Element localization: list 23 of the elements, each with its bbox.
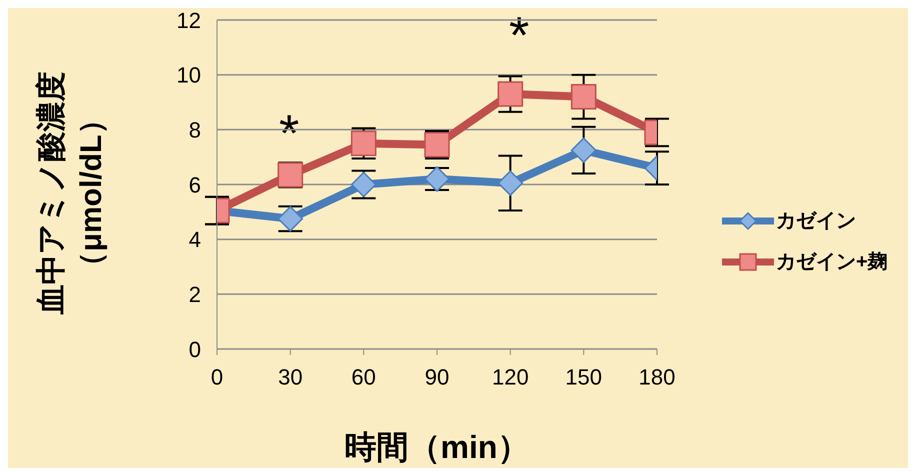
x-tick-label: 0 <box>210 364 224 390</box>
point <box>498 81 524 107</box>
y-tick-label: 8 <box>188 117 201 142</box>
x-tick-label: 180 <box>638 364 676 390</box>
x-tick-label: 150 <box>565 364 602 390</box>
y-tick-label: 12 <box>176 8 201 33</box>
y-axis-title: 血中アミノ酸濃度（μmol/dL） <box>34 70 109 316</box>
annotation: * <box>509 7 530 65</box>
legend-label: カゼイン+麹 <box>776 250 888 275</box>
x-tick-label: 60 <box>351 364 376 390</box>
y-tick-label: 2 <box>188 282 201 307</box>
x-tick-label: 120 <box>492 364 529 390</box>
point <box>570 137 596 163</box>
y-tick-label: 0 <box>188 336 201 362</box>
legend-label: カゼイン <box>776 209 856 234</box>
x-tick-label: 90 <box>424 364 450 390</box>
point <box>570 84 596 110</box>
y-tick-label: 6 <box>188 172 201 198</box>
point <box>498 170 524 196</box>
x-axis-title: 時間（min） <box>344 428 530 466</box>
y-tick-label: 10 <box>176 62 201 88</box>
y-tick-label: 4 <box>188 227 201 252</box>
x-tick-label: 30 <box>278 364 303 390</box>
